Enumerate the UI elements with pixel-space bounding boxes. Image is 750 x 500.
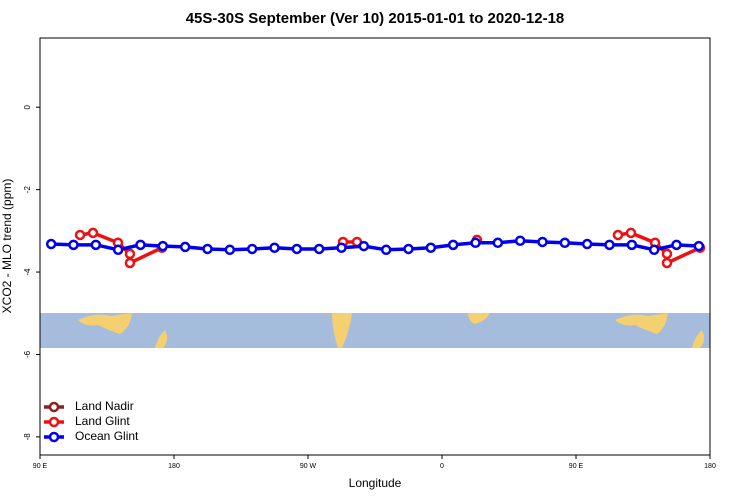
- legend-marker: [48, 401, 60, 413]
- data-point: [671, 239, 682, 251]
- data-point: [693, 240, 705, 252]
- data-point: [604, 239, 615, 251]
- data-point: [358, 240, 370, 252]
- data-point: [68, 239, 79, 251]
- x-tick-label: 180: [168, 463, 180, 470]
- y-tick-label: 0: [23, 104, 32, 109]
- data-point: [313, 243, 325, 255]
- x-axis-label: Longitude: [349, 476, 402, 490]
- y-tick-label: -8: [23, 433, 32, 441]
- chart-title: 45S-30S September (Ver 10) 2015-01-01 to…: [186, 10, 565, 27]
- data-point: [380, 244, 392, 256]
- y-tick-label: -6: [23, 350, 32, 358]
- data-point: [157, 240, 169, 252]
- data-point: [648, 244, 660, 256]
- data-point: [246, 243, 258, 255]
- x-tick-label: 90 W: [300, 463, 317, 470]
- data-point: [626, 239, 638, 251]
- y-tick-label: -4: [23, 268, 32, 276]
- data-point: [112, 244, 124, 256]
- legend-marker: [48, 431, 60, 443]
- series-line: [51, 238, 699, 252]
- data-point: [124, 257, 136, 269]
- data-point: [135, 239, 146, 251]
- data-point: [87, 227, 99, 239]
- data-point: [661, 257, 673, 269]
- data-point: [612, 229, 624, 241]
- data-point: [124, 248, 136, 260]
- data-point: [202, 243, 213, 255]
- data-point: [581, 238, 593, 250]
- legend-marker: [48, 416, 60, 428]
- x-tick-label: 0: [440, 463, 444, 470]
- x-tick-label: 180: [704, 463, 716, 470]
- data-point: [537, 236, 548, 248]
- data-point: [625, 227, 637, 239]
- data-point: [269, 242, 280, 253]
- data-point: [447, 239, 459, 251]
- legend-label: Ocean Glint: [75, 429, 139, 443]
- data-point: [425, 242, 437, 253]
- data-point: [291, 243, 303, 255]
- x-tick-label: 90 E: [569, 463, 584, 470]
- data-point: [514, 235, 526, 246]
- data-point: [470, 237, 481, 249]
- plot-frame: [39, 37, 711, 456]
- x-tick-label: 90 E: [33, 463, 48, 470]
- data-point: [45, 238, 57, 250]
- data-point: [224, 244, 236, 256]
- data-point: [661, 248, 673, 260]
- land-shapes: [78, 313, 705, 348]
- map-band: [40, 313, 710, 348]
- data-point: [403, 243, 414, 255]
- y-tick-label: -2: [23, 186, 32, 194]
- data-point: [492, 237, 504, 249]
- legend-label: Land Glint: [75, 414, 130, 428]
- data-point: [74, 229, 86, 241]
- data-point: [179, 241, 191, 253]
- legend-label: Land Nadir: [75, 399, 134, 413]
- data-point: [559, 237, 571, 249]
- data-point: [90, 239, 102, 251]
- y-axis-label: XCO2 - MLO trend (ppm): [0, 179, 14, 314]
- data-point: [336, 242, 347, 253]
